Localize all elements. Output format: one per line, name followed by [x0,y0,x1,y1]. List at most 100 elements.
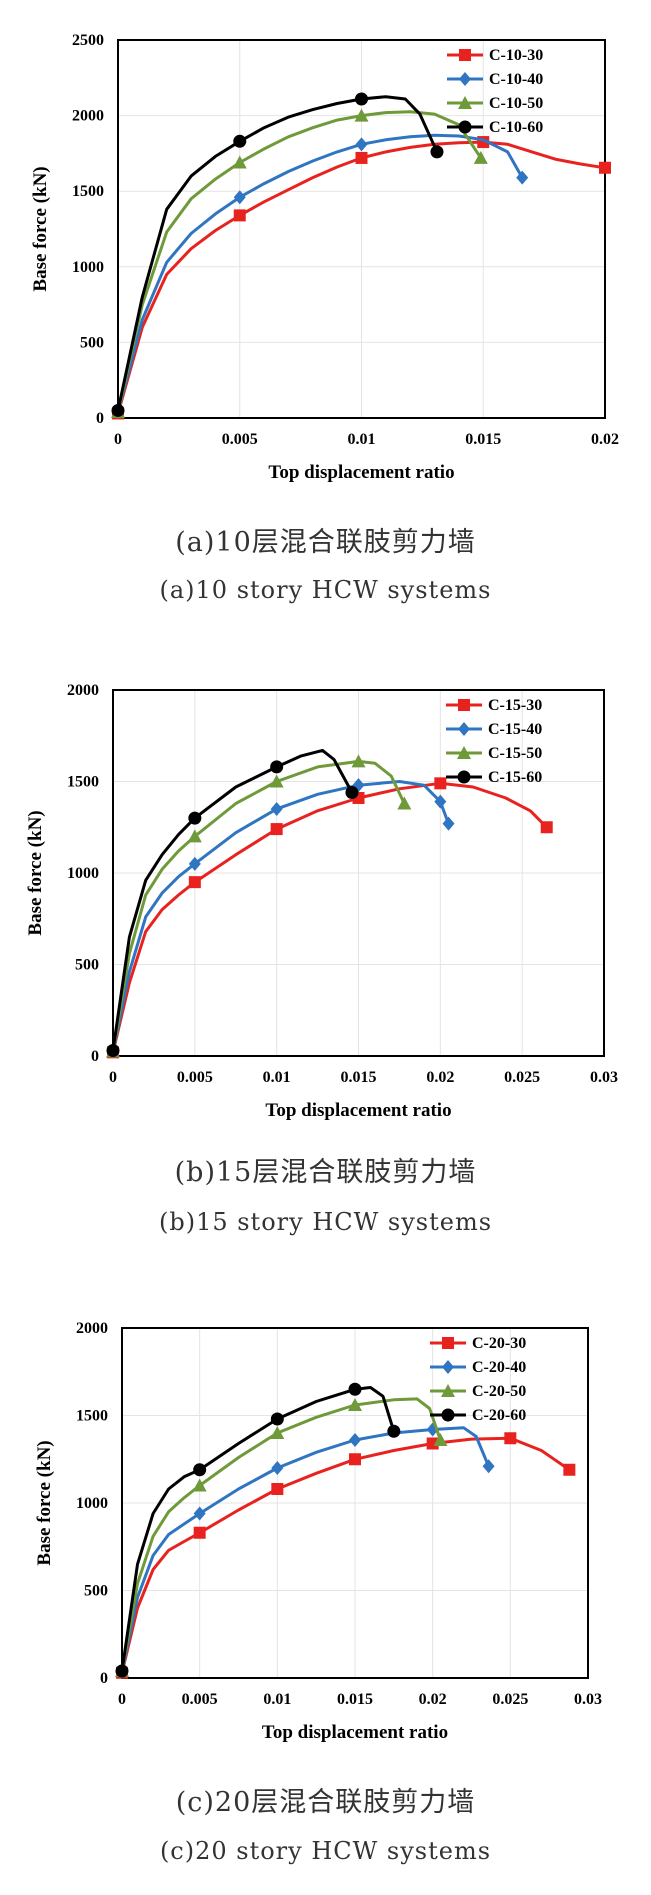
legend-label: C-20-50 [472,1383,526,1400]
data-point [188,811,202,825]
data-point [355,151,368,164]
data-point [355,92,368,106]
data-point [232,155,247,169]
legend-label: C-20-60 [472,1407,526,1424]
series-C-10-40 [112,133,529,419]
y-tick-label: 1000 [67,865,99,882]
data-point [349,1453,361,1466]
data-point [233,209,246,222]
y-tick-label: 0 [91,1048,99,1065]
x-tick-label: 0.025 [504,1069,540,1086]
x-axis-title: Top displacement ratio [262,1722,448,1743]
x-tick-label: 0 [109,1069,117,1086]
data-point [516,170,529,185]
legend-label: C-20-30 [472,1335,526,1352]
legend-marker [458,96,472,109]
data-point [349,1433,361,1447]
data-point [271,1483,284,1495]
legend-label: C-10-50 [489,95,543,112]
series-line [116,133,524,413]
data-point [397,796,412,810]
legend-label: C-10-60 [489,119,543,136]
series-C-15-60 [106,748,359,1058]
data-point [106,1044,120,1058]
plot-frame [112,689,605,1057]
x-tick-label: 0.015 [465,431,501,448]
caption-a-en: (a)10 story HCW systems [159,576,492,604]
data-point [193,1526,206,1539]
legend-label: C-10-40 [489,71,543,88]
data-point [599,161,611,174]
series-C-20-60 [115,1382,401,1678]
y-tick-label: 0 [100,1670,108,1687]
caption-c-en: (c)20 story HCW systems [159,1837,492,1865]
y-tick-label: 1000 [72,259,104,276]
legend: C-20-30 C-20-40 C-20-50 C-20-60 [430,1335,526,1424]
chart-a: 0 500 1000 1500 2000 2500 0 0.005 0.01 0.015 0.02 T… [30,32,619,483]
series-C-10-60 [111,92,444,417]
series-line [120,1426,490,1673]
data-point [115,1664,129,1678]
data-point [193,1463,207,1477]
series-C-20-40 [116,1422,495,1679]
x-tick-label: 0 [114,431,122,448]
series-line [120,1397,442,1672]
legend-marker [442,1360,454,1374]
legend-marker [458,699,470,711]
y-tick-label: 1000 [76,1495,108,1512]
data-point [434,777,447,790]
legend-marker [442,1337,454,1349]
legend-marker [441,1384,455,1397]
caption-c-zh: (c)20层混合联肢剪力墙 [175,1787,476,1818]
legend-marker [458,722,470,736]
x-axis-title: Top displacement ratio [268,462,454,483]
x-tick-label: 0.01 [263,1691,291,1708]
data-point [193,1506,206,1521]
y-tick-label: 500 [84,1583,108,1600]
plot-frame [117,39,606,419]
series-C-15-30 [107,777,553,1059]
data-point [345,785,359,799]
x-axis-title: Top displacement ratio [265,1100,451,1121]
data-point [387,1424,401,1438]
y-tick-label: 2000 [76,1320,108,1337]
legend-label: C-15-50 [488,745,542,762]
data-point [188,876,201,889]
data-point [540,821,553,834]
series-C-20-30 [116,1432,576,1679]
panel-a: 0 500 1000 1500 2000 2500 0 0.005 0.01 0.015 0.02 T… [0,0,651,610]
x-tick-label: 0.015 [337,1691,373,1708]
caption-b-en: (b)15 story HCW systems [158,1208,493,1236]
plot-frame [121,1327,589,1679]
data-point [352,778,365,793]
x-tick-label: 0 [118,1691,126,1708]
data-point [270,760,284,774]
data-point [348,1382,362,1396]
legend-label: C-15-60 [488,769,542,786]
x-tick-label: 0.01 [263,1069,291,1086]
data-point [270,1426,285,1439]
x-tick-label: 0.005 [177,1069,213,1086]
data-point [270,1412,284,1426]
data-point [188,856,201,871]
x-tick-label: 0.025 [492,1691,528,1708]
legend-marker [457,770,471,784]
legend: C-10-30 C-10-40 C-10-50 C-10-60 [447,47,543,136]
y-axis-title: Base force (kN) [25,810,46,935]
x-tick-label: 0.005 [222,431,258,448]
series-line [111,748,354,1051]
data-point [482,1459,495,1474]
x-tick-label: 0.02 [419,1691,447,1708]
legend-marker [459,72,471,86]
gridlines [122,1328,588,1678]
x-tick-label: 0.015 [341,1069,377,1086]
chart-c: 0 500 1000 1500 2000 0 0.005 0.01 0.015 0.02 0.025… [34,1320,602,1743]
data-point [433,1433,448,1446]
legend: C-15-30 C-15-40 C-15-50 C-15-60 [446,697,542,786]
data-point [233,190,246,205]
series-line [116,95,439,411]
series-C-15-40 [107,778,455,1059]
x-tick-label: 0.005 [182,1691,218,1708]
data-point [426,1437,439,1450]
legend-label: C-20-40 [472,1359,526,1376]
